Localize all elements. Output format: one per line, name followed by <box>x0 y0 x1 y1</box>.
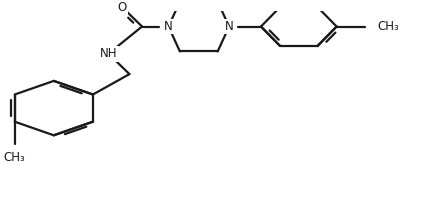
Text: N: N <box>225 20 233 33</box>
Text: N: N <box>164 20 173 33</box>
Text: CH₃: CH₃ <box>377 20 399 33</box>
Text: NH: NH <box>100 47 117 60</box>
Text: CH₃: CH₃ <box>4 151 25 164</box>
Text: O: O <box>118 1 127 14</box>
